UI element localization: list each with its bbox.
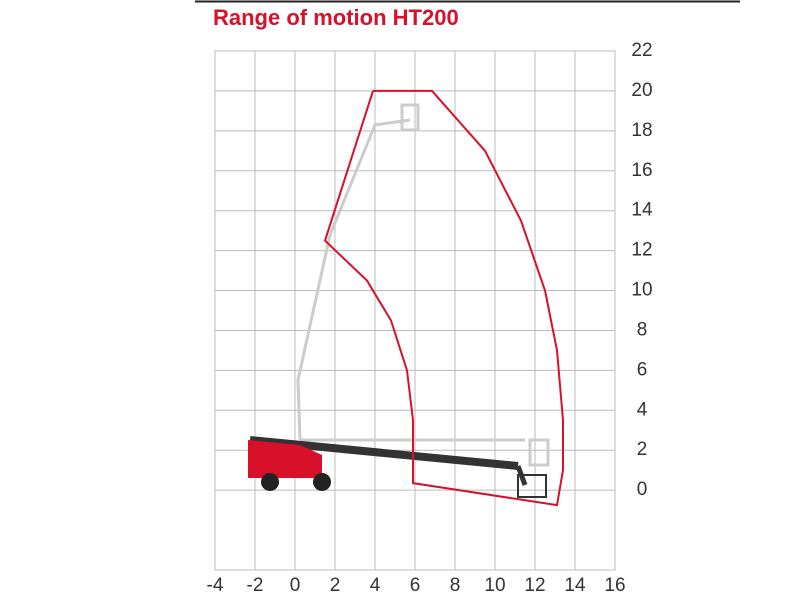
y-tick-label: 2	[637, 439, 648, 460]
y-tick-label: 12	[631, 240, 652, 261]
y-tick-label: 0	[637, 479, 648, 500]
y-tick-label: 16	[631, 160, 652, 181]
y-tick-label: 14	[631, 200, 653, 221]
x-tick-label: -4	[207, 575, 224, 596]
x-tick-label: 14	[564, 575, 586, 596]
x-tick-label: 12	[524, 575, 545, 596]
x-tick-label: 6	[410, 575, 421, 596]
x-tick-label: 8	[450, 575, 461, 596]
y-tick-label: 20	[631, 80, 652, 101]
x-tick-label: 2	[330, 575, 341, 596]
y-tick-label: 8	[637, 319, 648, 340]
y-tick-label: 18	[631, 120, 652, 141]
x-tick-label: 4	[370, 575, 381, 596]
x-tick-label: -2	[247, 575, 264, 596]
x-tick-label: 0	[290, 575, 301, 596]
x-tick-label: 16	[604, 575, 625, 596]
y-tick-label: 6	[637, 359, 648, 380]
x-tick-label: 10	[484, 575, 505, 596]
y-tick-label: 22	[631, 40, 652, 61]
envelope-line	[323, 89, 564, 507]
chart-title: Range of motion HT200	[213, 5, 459, 30]
y-tick-label: 10	[631, 280, 652, 301]
machine	[248, 436, 547, 498]
y-tick-label: 4	[637, 399, 648, 420]
